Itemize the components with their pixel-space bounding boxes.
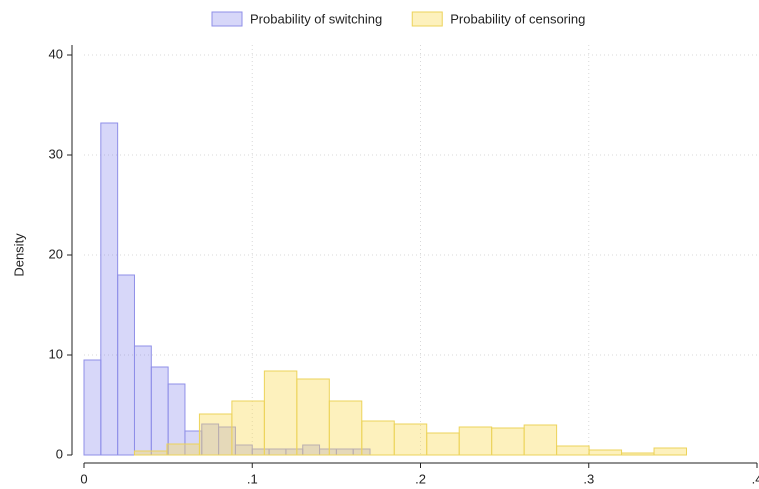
- bar: [361, 420, 395, 456]
- bar: [491, 427, 525, 456]
- legend-label: Probability of switching: [250, 11, 382, 26]
- bar: [83, 359, 102, 456]
- bar: [523, 424, 558, 456]
- bar: [653, 447, 688, 456]
- bar: [263, 370, 298, 456]
- bar: [328, 400, 363, 456]
- bar: [100, 122, 119, 456]
- bar: [231, 400, 265, 456]
- y-tick-label: 40: [49, 46, 63, 61]
- y-axis-label: Density: [11, 233, 26, 277]
- bar: [117, 274, 135, 456]
- y-tick-label: 30: [49, 146, 63, 161]
- bar: [198, 413, 233, 456]
- y-tick-label: 10: [49, 346, 63, 361]
- bar: [393, 423, 428, 456]
- bar: [150, 366, 169, 456]
- bar: [426, 432, 460, 456]
- x-tick-label: .2: [415, 471, 426, 486]
- x-tick-label: .1: [247, 471, 258, 486]
- bar: [621, 452, 655, 456]
- y-tick-label: 20: [49, 246, 63, 261]
- bar: [166, 443, 200, 456]
- x-tick-label: .3: [583, 471, 594, 486]
- x-tick-label: 0: [80, 471, 87, 486]
- bar: [588, 449, 623, 456]
- legend-label: Probability of censoring: [450, 11, 585, 26]
- bar: [458, 426, 493, 456]
- bar: [296, 378, 330, 456]
- y-tick-label: 0: [56, 446, 63, 461]
- bar: [133, 345, 152, 456]
- x-tick-label: .4: [752, 471, 759, 486]
- legend-swatch: [411, 11, 443, 27]
- bar: [133, 450, 168, 456]
- bar: [556, 445, 590, 456]
- legend-swatch: [211, 11, 243, 27]
